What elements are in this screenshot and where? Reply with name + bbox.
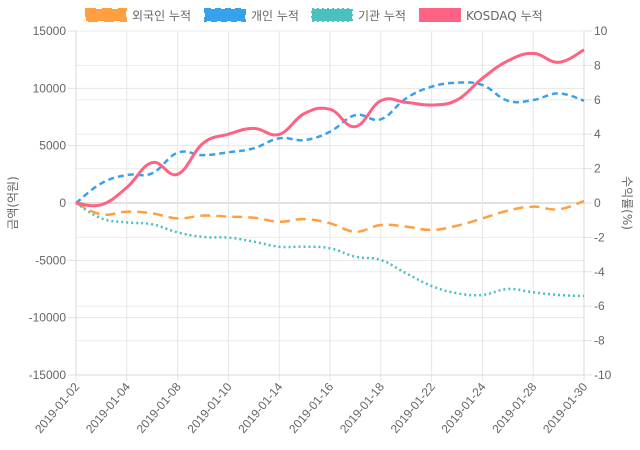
y-left-tick-label: 0 xyxy=(59,196,66,210)
legend-item-2[interactable]: 기관 누적 xyxy=(311,8,406,23)
legend-swatch xyxy=(204,8,246,22)
y-left-tick-label: -10000 xyxy=(29,311,67,325)
x-tick-label: 2019-01-04 xyxy=(83,380,133,436)
x-tick-label: 2019-01-18 xyxy=(337,380,387,436)
y-right-tick-label: -4 xyxy=(594,265,605,279)
legend-label: 기관 누적 xyxy=(358,9,406,23)
legend[interactable]: 외국인 누적 개인 누적 기관 누적 KOSDAQ 누적 xyxy=(85,8,543,23)
y-left-tick-label: 5000 xyxy=(39,139,66,153)
legend-label: 외국인 누적 xyxy=(132,9,191,23)
legend-label: KOSDAQ 누적 xyxy=(466,9,543,23)
legend-item-1[interactable]: 개인 누적 xyxy=(204,8,299,23)
y-right-tick-label: 10 xyxy=(594,24,608,38)
series-layer xyxy=(75,48,585,298)
y-axis-left-title: 금액(억원) xyxy=(6,176,20,230)
legend-swatch xyxy=(85,8,127,22)
y-left-tick-label: 15000 xyxy=(33,24,67,38)
legend-swatch xyxy=(419,8,461,22)
y-right-tick-label: 8 xyxy=(594,58,601,72)
legend-item-3[interactable]: KOSDAQ 누적 xyxy=(419,8,543,23)
x-tick-label: 2019-01-28 xyxy=(489,380,539,436)
x-tick-label: 2019-01-02 xyxy=(32,380,82,436)
y-right-tick-label: 6 xyxy=(594,93,601,107)
y-right-tick-label: 2 xyxy=(594,162,601,176)
y-left-tick-label: -5000 xyxy=(35,253,66,267)
grid xyxy=(75,30,585,381)
legend-swatch xyxy=(311,8,353,22)
axes: 15000 10000 5000 0 -5000 -10000 -15000 10 8 6 4 2 0 -… xyxy=(29,24,612,436)
x-tick-label: 2019-01-30 xyxy=(540,380,590,436)
y-right-tick-label: 0 xyxy=(594,196,601,210)
x-tick-label: 2019-01-16 xyxy=(286,380,336,436)
legend-item-0[interactable]: 외국인 누적 xyxy=(85,8,191,23)
x-tick-label: 2019-01-10 xyxy=(185,380,235,436)
x-tick-label: 2019-01-22 xyxy=(388,380,438,436)
y-right-tick-label: -6 xyxy=(594,299,605,313)
y-right-tick-label: -10 xyxy=(594,368,612,382)
y-right-tick-label: -2 xyxy=(594,230,605,244)
series-line-3 xyxy=(75,48,585,208)
x-tick-label: 2019-01-08 xyxy=(134,380,184,436)
y-left-tick-label: -15000 xyxy=(29,368,67,382)
x-tick-label: 2019-01-24 xyxy=(439,380,489,436)
legend-label: 개인 누적 xyxy=(251,9,299,23)
series-line-1 xyxy=(75,81,585,204)
y-right-tick-label: -8 xyxy=(594,334,605,348)
y-axis-right-title: 수익률(%) xyxy=(620,176,634,230)
x-tick-label: 2019-01-14 xyxy=(235,380,285,436)
y-right-tick-label: 4 xyxy=(594,127,601,141)
y-left-tick-label: 10000 xyxy=(33,81,67,95)
